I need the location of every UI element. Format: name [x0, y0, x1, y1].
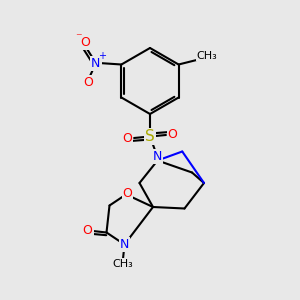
Text: N: N [91, 56, 101, 70]
Text: +: + [98, 51, 106, 62]
Text: O: O [83, 76, 93, 89]
Text: O: O [80, 36, 90, 50]
Text: O: O [83, 224, 92, 238]
Text: O: O [168, 128, 177, 142]
Text: N: N [120, 238, 129, 251]
Text: ⁻: ⁻ [76, 31, 82, 44]
Text: O: O [123, 131, 132, 145]
Text: N: N [153, 149, 162, 163]
Text: CH₃: CH₃ [197, 50, 218, 61]
Text: S: S [145, 129, 155, 144]
Text: CH₃: CH₃ [112, 259, 134, 269]
Text: O: O [123, 187, 132, 200]
